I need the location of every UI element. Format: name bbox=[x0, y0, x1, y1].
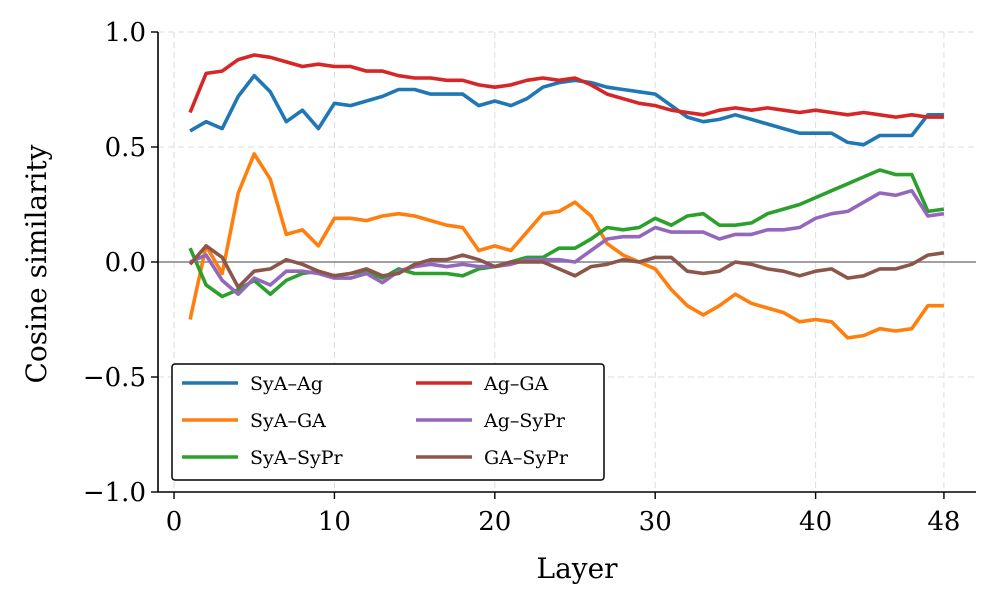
x-tick-label: 0 bbox=[166, 507, 183, 537]
y-axis-title: Cosine similarity bbox=[20, 144, 53, 383]
x-tick-label: 10 bbox=[318, 507, 351, 537]
legend-box bbox=[171, 363, 605, 481]
x-tick-label: 48 bbox=[927, 507, 960, 537]
series-line-sya-ga bbox=[188, 152, 944, 340]
legend-label-sya-sypr: SyA–SyPr bbox=[250, 447, 344, 469]
x-tick-label: 40 bbox=[799, 507, 832, 537]
legend-label-ag-ga: Ag–GA bbox=[483, 373, 549, 395]
x-tick-label: 30 bbox=[639, 507, 672, 537]
series-line-ga-sypr bbox=[188, 244, 945, 290]
legend-label-ga-sypr: GA–SyPr bbox=[484, 447, 569, 469]
y-tick-label: 1.0 bbox=[105, 18, 146, 48]
series-line-ag-ga bbox=[188, 53, 944, 119]
y-tick-label: 0.0 bbox=[105, 248, 146, 278]
legend-label-sya-ga: SyA–GA bbox=[250, 410, 326, 432]
x-tick-label: 20 bbox=[478, 507, 511, 537]
x-axis-title: Layer bbox=[536, 552, 618, 585]
legend-label-ag-sypr: Ag–SyPr bbox=[483, 410, 566, 432]
series-line-sya-sypr bbox=[188, 168, 945, 299]
series-layer bbox=[188, 53, 945, 340]
y-tick-label: 0.5 bbox=[105, 133, 146, 163]
legend-label-sya-ag: SyA–Ag bbox=[250, 373, 323, 395]
series-line-ag-sypr bbox=[189, 188, 945, 297]
series-line-sya-ag bbox=[189, 73, 944, 147]
ticks-layer: 0 10 20 30 40 48 −1.0 −0.5 0.0 0.5 1.0 bbox=[83, 18, 961, 537]
y-tick-label: −0.5 bbox=[83, 363, 146, 393]
legend: SyA–Ag SyA–GA SyA–SyPr Ag–GA Ag–SyPr GA–SyPr bbox=[171, 363, 605, 481]
y-tick-label: −1.0 bbox=[83, 478, 146, 508]
